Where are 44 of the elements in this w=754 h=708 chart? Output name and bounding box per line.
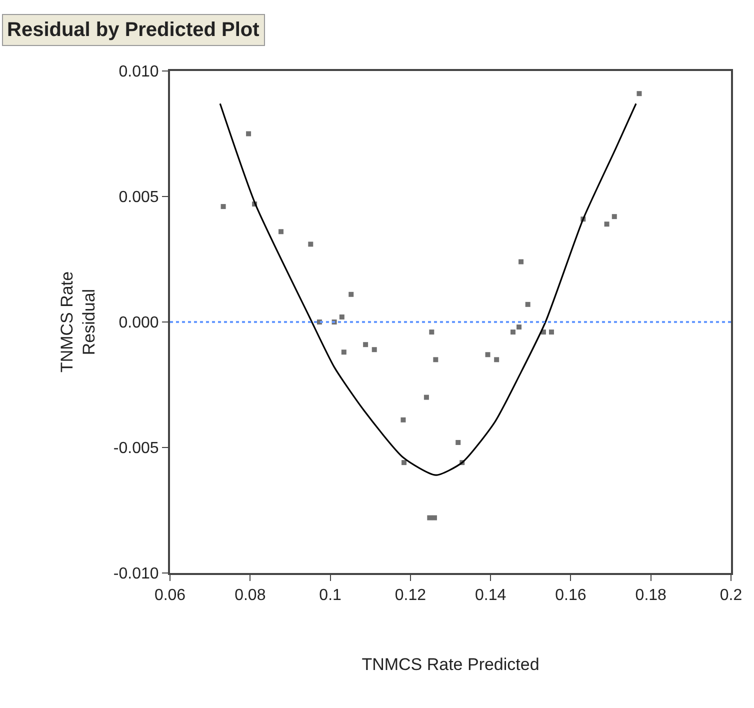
point: [518, 259, 524, 264]
x-tick-label: 0.16: [555, 587, 586, 604]
point: [363, 342, 368, 348]
y-tick-label: 0.000: [118, 314, 159, 332]
x-tick-label: 0.14: [475, 587, 506, 604]
x-tick-label: 0.08: [234, 587, 266, 604]
y-tick-label: 0.010: [118, 64, 159, 81]
chart-title: Residual by Predicted Plot: [7, 19, 260, 41]
point: [402, 460, 407, 466]
point: [433, 357, 438, 362]
point: [494, 357, 500, 362]
point: [308, 242, 314, 247]
point: [339, 314, 344, 320]
point: [636, 91, 642, 96]
point: [510, 330, 516, 335]
point: [246, 131, 252, 136]
point: [278, 229, 284, 234]
point: [220, 204, 226, 210]
point: [400, 417, 406, 422]
y-tick-label: 0.005: [118, 189, 159, 206]
point: [525, 302, 530, 307]
x-tick-label: 0.12: [394, 587, 426, 604]
point: [424, 394, 429, 400]
point: [372, 347, 377, 352]
point: [548, 330, 554, 335]
line-series: [219, 102, 637, 476]
point: [429, 330, 434, 335]
point: [427, 515, 432, 520]
point: [348, 292, 354, 297]
x-tick-label: 0.18: [635, 587, 667, 604]
x-tick-label: 0.06: [154, 587, 186, 604]
point: [485, 352, 490, 358]
point: [456, 440, 461, 445]
y-tick-label: -0.005: [113, 440, 159, 458]
y-axis-title: TNMCS Rate Residual: [57, 271, 98, 373]
point: [341, 350, 346, 355]
point: [612, 214, 617, 220]
x-axis-title: TNMCS Rate Predicted: [362, 655, 540, 674]
y-tick-label: -0.010: [113, 566, 159, 583]
x-tick-label: 0.1: [319, 587, 342, 604]
point: [516, 324, 522, 330]
point: [432, 515, 437, 520]
x-tick-label: 0.2: [720, 587, 742, 604]
point: [604, 222, 610, 227]
